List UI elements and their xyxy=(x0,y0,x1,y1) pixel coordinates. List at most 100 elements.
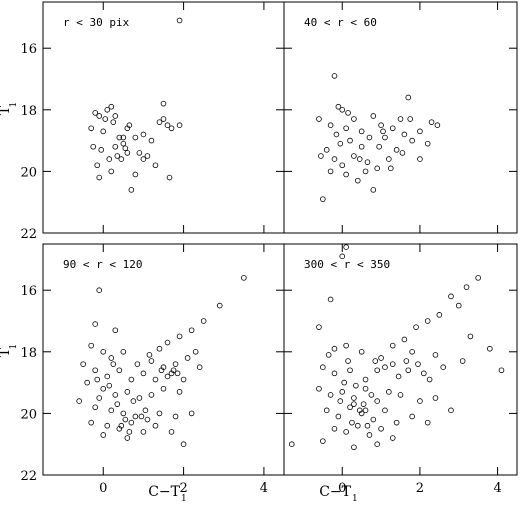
data-point xyxy=(114,153,121,159)
data-point xyxy=(386,389,392,395)
data-point xyxy=(216,302,223,309)
data-point xyxy=(196,364,203,371)
data-point xyxy=(378,122,384,128)
x-axis-title-sub-bottom-left: 1 xyxy=(181,494,187,504)
data-point xyxy=(112,113,119,119)
data-point xyxy=(347,404,353,411)
data-point xyxy=(358,128,365,135)
data-point xyxy=(192,348,199,355)
panel-label: 300 < r < 350 xyxy=(304,258,390,271)
data-point xyxy=(360,401,367,407)
data-point xyxy=(124,389,131,395)
data-point xyxy=(370,113,377,119)
data-point xyxy=(160,100,167,107)
data-point xyxy=(156,410,163,417)
data-point xyxy=(349,419,355,426)
data-point xyxy=(100,432,107,438)
y-axis-title-sub: 1 xyxy=(9,102,19,108)
data-point xyxy=(331,73,338,79)
data-point xyxy=(389,125,396,132)
data-point xyxy=(156,119,163,125)
data-point xyxy=(320,438,326,444)
data-point xyxy=(374,367,381,374)
data-point xyxy=(320,196,326,202)
data-point xyxy=(288,441,295,448)
data-point xyxy=(327,296,334,303)
data-point xyxy=(417,128,423,135)
data-point xyxy=(409,413,415,420)
data-point xyxy=(132,134,139,141)
data-point xyxy=(339,253,346,260)
data-point xyxy=(339,162,346,169)
data-point xyxy=(118,156,125,162)
panel-frame xyxy=(42,243,285,476)
data-point xyxy=(110,119,117,125)
panel-label: r < 30 pix xyxy=(63,16,130,29)
data-point xyxy=(108,355,115,361)
data-point xyxy=(432,352,439,358)
data-point xyxy=(180,376,187,383)
data-point xyxy=(92,367,99,374)
data-point xyxy=(343,342,349,349)
x-axis-title-bottom-right: C−T xyxy=(319,484,351,500)
data-point xyxy=(327,392,334,398)
data-point xyxy=(362,168,369,175)
data-point xyxy=(152,376,159,383)
data-point xyxy=(130,398,137,404)
data-point xyxy=(112,392,119,398)
data-point xyxy=(118,422,125,429)
data-point xyxy=(320,364,326,371)
data-point xyxy=(417,398,423,404)
data-point xyxy=(345,358,351,364)
data-point xyxy=(374,441,381,448)
data-point xyxy=(362,376,369,383)
data-point xyxy=(343,125,349,132)
panel-3: 90 < r < 120 0 2 4 16 18 20 22 T1 xyxy=(0,243,285,496)
data-point xyxy=(434,122,441,128)
data-point xyxy=(106,382,113,389)
data-point xyxy=(339,107,346,113)
y-tick-label: 20 xyxy=(20,165,37,180)
data-point xyxy=(136,150,143,156)
data-point xyxy=(331,345,338,352)
data-point xyxy=(354,422,361,429)
data-point xyxy=(120,348,127,355)
data-point xyxy=(358,143,365,150)
data-point xyxy=(323,407,330,414)
data-point xyxy=(374,165,381,172)
data-point xyxy=(395,373,402,380)
x-axis-title-sub-bottom-right: 1 xyxy=(352,494,358,504)
data-point xyxy=(337,398,344,404)
data-point xyxy=(370,187,377,193)
data-point xyxy=(140,156,147,162)
data-point xyxy=(96,395,103,401)
data-point xyxy=(343,244,349,250)
data-point xyxy=(374,398,381,404)
y-tick-label: 16 xyxy=(20,284,37,299)
data-point xyxy=(382,134,388,141)
data-point xyxy=(100,128,107,135)
data-point xyxy=(92,110,99,116)
x-axis-title-bottom-left: C−T xyxy=(148,484,180,500)
y-tick-label: 22 xyxy=(20,469,37,484)
data-point xyxy=(389,435,396,441)
y-tick-label: 18 xyxy=(20,104,37,119)
data-point xyxy=(148,392,155,398)
data-point xyxy=(152,162,159,169)
data-point xyxy=(136,395,143,401)
scatter-points xyxy=(88,17,183,193)
x-tick-label: 4 xyxy=(260,481,268,496)
y-axis-title-sub: 1 xyxy=(9,344,19,350)
data-point xyxy=(90,143,97,150)
data-point xyxy=(382,364,388,371)
data-point xyxy=(345,110,351,116)
data-point xyxy=(144,153,151,159)
data-point xyxy=(487,345,493,352)
y-axis-title: T xyxy=(0,105,13,115)
data-point xyxy=(160,385,167,392)
data-point xyxy=(110,361,117,367)
data-point xyxy=(122,145,129,152)
panel-4: 300 < r < 350 0 2 4 xyxy=(283,243,518,496)
y-tick-label: 18 xyxy=(20,346,37,361)
y-tick-label: 16 xyxy=(20,42,37,57)
